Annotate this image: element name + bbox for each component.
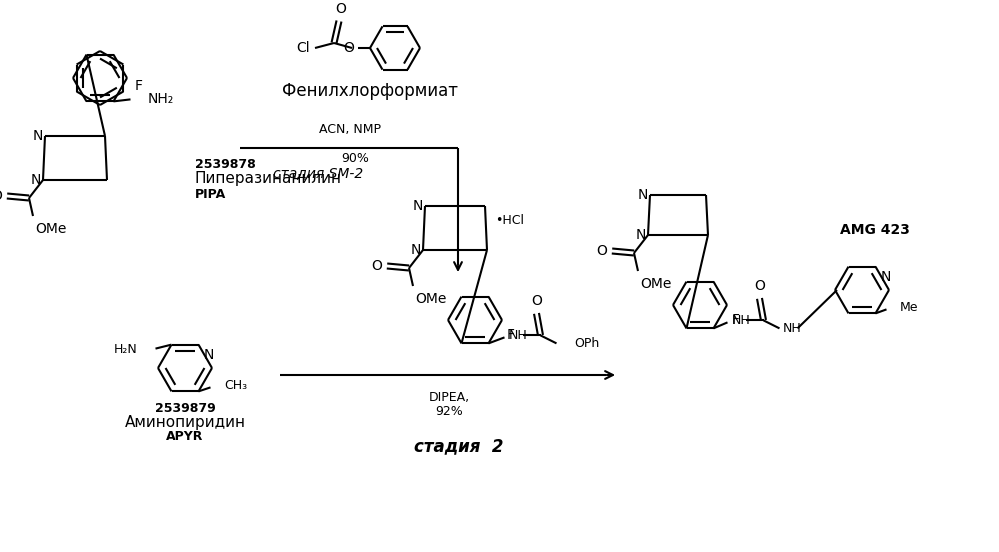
Text: OPh: OPh [574,337,599,350]
Text: •HCl: •HCl [495,214,524,227]
Text: стадия  2: стадия 2 [415,437,503,455]
Text: NH: NH [782,322,801,335]
Text: DIPEA,: DIPEA, [429,391,470,404]
Text: 2539878: 2539878 [195,158,256,172]
Text: H₂N: H₂N [114,343,138,356]
Text: NH₂: NH₂ [148,92,174,107]
Text: 92%: 92% [436,405,463,418]
Text: F: F [135,79,143,93]
Text: F: F [732,313,740,327]
Text: N: N [204,348,214,362]
Text: N: N [411,243,421,257]
Text: NH: NH [731,314,750,327]
Text: O: O [343,41,354,55]
Text: O: O [0,189,2,203]
Text: OMe: OMe [416,292,447,306]
Text: N: N [33,129,43,143]
Text: Пиперазинанилин: Пиперазинанилин [195,172,342,187]
Text: Фенилхлорформиат: Фенилхлорформиат [282,82,458,100]
Text: Аминопиридин: Аминопиридин [125,415,246,429]
Text: N: N [635,228,646,242]
Text: O: O [531,294,541,309]
Text: N: N [31,173,41,187]
Text: OMe: OMe [640,277,671,291]
Text: 90%: 90% [341,152,369,165]
Text: PIPA: PIPA [195,188,226,200]
Text: N: N [637,188,648,202]
Text: O: O [596,244,607,258]
Text: O: O [371,259,382,273]
Text: ACN, NMP: ACN, NMP [319,123,381,136]
Text: Me: Me [899,301,918,314]
Text: AMG 423: AMG 423 [840,223,910,237]
Text: NH: NH [508,329,527,342]
Text: APYR: APYR [166,431,204,443]
Text: OMe: OMe [35,222,67,236]
Text: Cl: Cl [297,41,310,55]
Text: 2539879: 2539879 [155,401,216,415]
Text: стадия SM-2: стадия SM-2 [273,166,363,180]
Text: CH₃: CH₃ [225,379,248,392]
Text: N: N [880,269,891,284]
Text: F: F [507,328,515,342]
Text: N: N [413,199,423,213]
Text: O: O [754,279,765,293]
Text: O: O [336,2,347,16]
